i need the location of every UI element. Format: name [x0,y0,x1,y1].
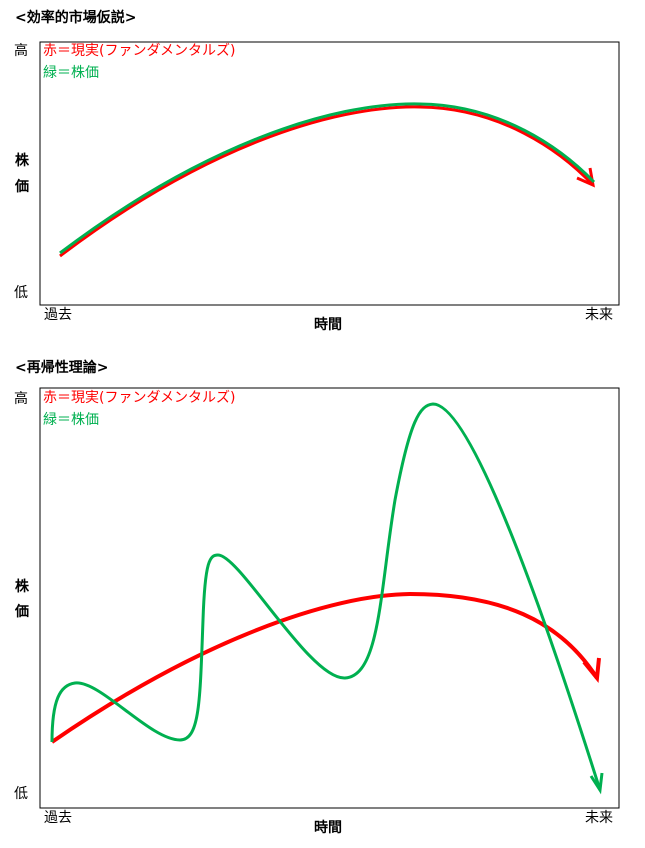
y-label: 株 [15,152,30,169]
arrowhead [582,657,601,684]
x-label: 時間 [314,819,342,836]
panel-title: <効率的市場仮説> [15,9,136,26]
plot-frame [39,387,620,809]
legend-green: 緑＝株価 [43,412,99,428]
y-high: 高 [14,42,28,59]
y-low: 低 [14,285,28,301]
panel-title: <再帰性理論> [15,359,108,376]
panel: <効率的市場仮説> 赤＝現実(ファンダメンタルズ) 緑＝株価 高 株 価 低 過… [14,9,620,333]
legend-red: 赤＝現実(ファンダメンタルズ) [43,390,236,406]
panel: <再帰性理論> 赤＝現実(ファンダメンタルズ) 緑＝株価 高 株 価 低 過去 … [14,359,620,836]
y-high: 高 [14,390,28,407]
legend-red: 赤＝現実(ファンダメンタルズ) [43,43,236,59]
x-start: 過去 [44,307,72,323]
y-label: 価 [14,178,29,195]
legend-green: 緑＝株価 [43,65,99,81]
y-label: 価 [14,603,29,620]
y-low: 低 [14,786,28,802]
plot-frame [39,41,620,306]
price-curve [50,402,602,791]
x-end: 未来 [585,810,613,826]
x-start: 過去 [44,810,72,826]
reality-curve [59,105,595,258]
arrowhead [576,167,595,188]
price-curve [59,102,596,255]
arrowhead [589,772,604,795]
x-end: 未来 [585,307,613,323]
y-label: 株 [15,578,30,595]
x-label: 時間 [314,316,342,333]
